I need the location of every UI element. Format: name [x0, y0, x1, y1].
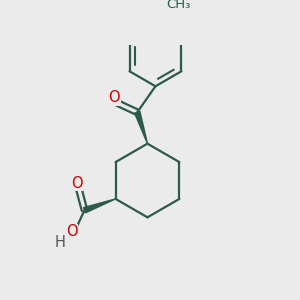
Text: H: H	[54, 236, 65, 250]
Text: O: O	[71, 176, 82, 190]
Polygon shape	[135, 111, 148, 144]
Text: O: O	[108, 90, 120, 105]
Text: CH₃: CH₃	[166, 0, 190, 11]
Text: O: O	[66, 224, 78, 239]
Polygon shape	[84, 199, 116, 213]
